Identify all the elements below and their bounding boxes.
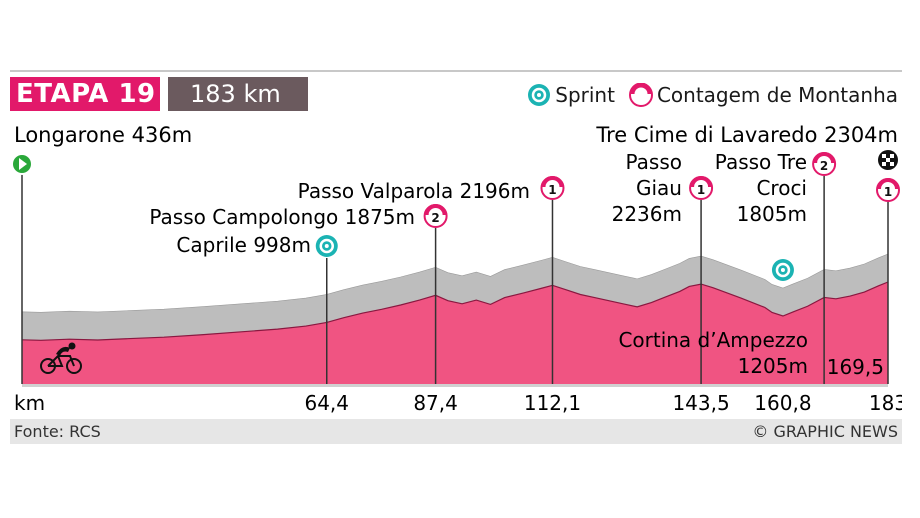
climb-trecroci-category: 2: [820, 159, 828, 173]
climb-lavaredo-category: 1: [884, 185, 892, 199]
climb-valparola: 1: [540, 176, 565, 200]
sprint-caprile-dot: [324, 244, 329, 248]
header-bar: ETAPA 19 183 km Sprint Contagem de Monta…: [10, 70, 902, 114]
sprint-icon: [528, 84, 551, 106]
climb-trecroci: 2: [812, 152, 837, 176]
finish-flag-square: [886, 158, 890, 162]
profile-baseline: [22, 384, 888, 387]
footer-bar: Fonte: RCS © GRAPHIC NEWS: [10, 419, 902, 444]
stage-profile-graphic: ETAPA 19 183 km Sprint Contagem de Monta…: [10, 70, 907, 446]
climb-icon: [628, 83, 653, 107]
cyclist-rider: [56, 346, 70, 356]
climb-giau-arc: [690, 176, 713, 188]
cortina-label-line1: Cortina d’Ampezzo: [618, 328, 808, 352]
trecroci-label-line3: 1805m: [737, 202, 807, 226]
sprint-cortina: [771, 259, 794, 281]
sprint-cortina-ring: [775, 262, 791, 278]
finish-flag-square: [882, 162, 886, 166]
legend-item-sprint: Sprint: [527, 83, 615, 107]
profile-area: [22, 282, 888, 384]
finish-flag-square: [890, 162, 894, 166]
start-marker: [11, 153, 33, 175]
play-icon: [19, 158, 27, 170]
climb-lavaredo: 1: [876, 178, 900, 202]
credit-text: © GRAPHIC NEWS: [752, 422, 898, 441]
distance-badge: 183 km: [168, 77, 308, 111]
x-tick-label: 112,1: [524, 391, 581, 415]
sprint-cortina-dot: [780, 268, 785, 272]
cyclist-front-wheel: [66, 358, 82, 374]
giau-label-line2: Giau: [636, 176, 682, 200]
climb-giau-category: 1: [697, 183, 705, 197]
cyclist-head: [68, 342, 76, 350]
x-tick-label: 160,8: [754, 391, 811, 415]
x-tick-label: 143,5: [672, 391, 729, 415]
profile-line: [21, 281, 889, 341]
giau-label-line1: Passo: [626, 150, 683, 174]
giau-label-line3: 2236m: [612, 202, 682, 226]
climb-trecroci-arc: [813, 152, 836, 164]
climb-lavaredo-arc: [877, 178, 899, 190]
caprile-label: Caprile 998m: [176, 233, 311, 257]
start-label: Longarone 436m: [14, 123, 192, 147]
legend-climb-label: Contagem de Montanha: [656, 83, 898, 107]
climb-campolongo-category: 2: [431, 211, 439, 225]
x-axis-label: km: [14, 391, 45, 415]
x-tick-label: 87,4: [413, 391, 458, 415]
trecroci-label-line1: Passo Tre: [715, 150, 807, 174]
cortina-label-line2: 1205m: [738, 354, 808, 378]
legend-sprint-label: Sprint: [555, 83, 615, 107]
legend: Sprint Contagem de Montanha: [513, 82, 898, 108]
finish-flag-icon: [878, 150, 898, 170]
finish-label: Tre Cime di Lavaredo 2304m: [595, 123, 898, 147]
finish-flag-square: [882, 154, 886, 158]
climb-giau: 1: [689, 176, 714, 200]
climb-campolongo-arc: [424, 204, 447, 216]
x-tick-label: 64,4: [304, 391, 349, 415]
legend-item-climb: Contagem de Montanha: [628, 83, 898, 107]
sprint-caprile: [315, 235, 338, 257]
profile-svg: 2 1 1 2 1 Longarone 436m Tre Cime di Lavared…: [11, 123, 907, 415]
trecroci-label-line2: Croci: [756, 176, 807, 200]
climb-valparola-category: 1: [548, 183, 556, 197]
climb-campolongo: 2: [423, 204, 448, 228]
cyclist-icon: [40, 342, 82, 374]
sprint-caprile-ring: [319, 238, 335, 254]
source-text: Fonte: RCS: [14, 422, 101, 441]
campolongo-label: Passo Campolongo 1875m: [149, 205, 415, 229]
finish-flag-square: [890, 154, 894, 158]
stage-badge: ETAPA 19: [10, 77, 160, 111]
valparola-label: Passo Valparola 2196m: [298, 179, 530, 203]
km-169-label: 169,5: [827, 355, 884, 379]
profile-chart: 2 1 1 2 1 Longarone 436m Tre Cime di Lavared…: [10, 112, 907, 417]
cyclist-frame: [47, 355, 75, 367]
x-tick-label: 183: [869, 391, 902, 415]
climb-valparola-arc: [541, 176, 564, 188]
